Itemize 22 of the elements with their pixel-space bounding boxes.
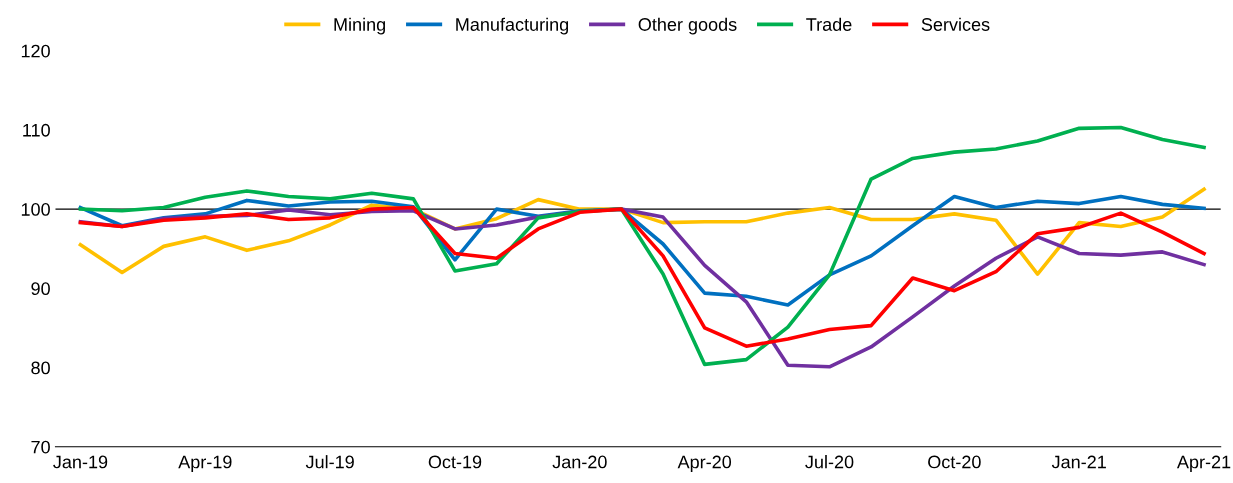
y-tick-label: 110: [23, 123, 50, 137]
y-tick-label: 100: [21, 203, 50, 216]
legend-label: Mining: [334, 17, 386, 35]
legend-label: Other goods: [638, 17, 737, 35]
x-tick-label: Jul-19: [305, 455, 354, 469]
x-tick-label: Jan-21: [1051, 455, 1106, 469]
legend-label: Manufacturing: [456, 17, 569, 35]
x-tick-label: Oct-20: [928, 455, 981, 469]
x-tick-label: Jan-20: [552, 455, 607, 469]
x-tick-label: Oct-19: [428, 455, 482, 469]
x-tick-label: Apr-21: [1176, 455, 1231, 472]
legend-label: Services: [921, 17, 990, 31]
line-series: [78, 125, 1206, 367]
y-tick-label: 120: [21, 44, 50, 58]
y-tick-label: 70: [31, 440, 50, 454]
y-tick-label: 80: [31, 361, 50, 375]
x-tick-label: Jan-19: [53, 455, 108, 469]
y-tick-label: 90: [31, 282, 50, 296]
x-tick-label: Apr-19: [178, 455, 232, 472]
x-tick-label: Jul-20: [805, 455, 854, 469]
legend-label: Trade: [806, 17, 852, 31]
x-tick-label: Apr-20: [677, 455, 732, 472]
